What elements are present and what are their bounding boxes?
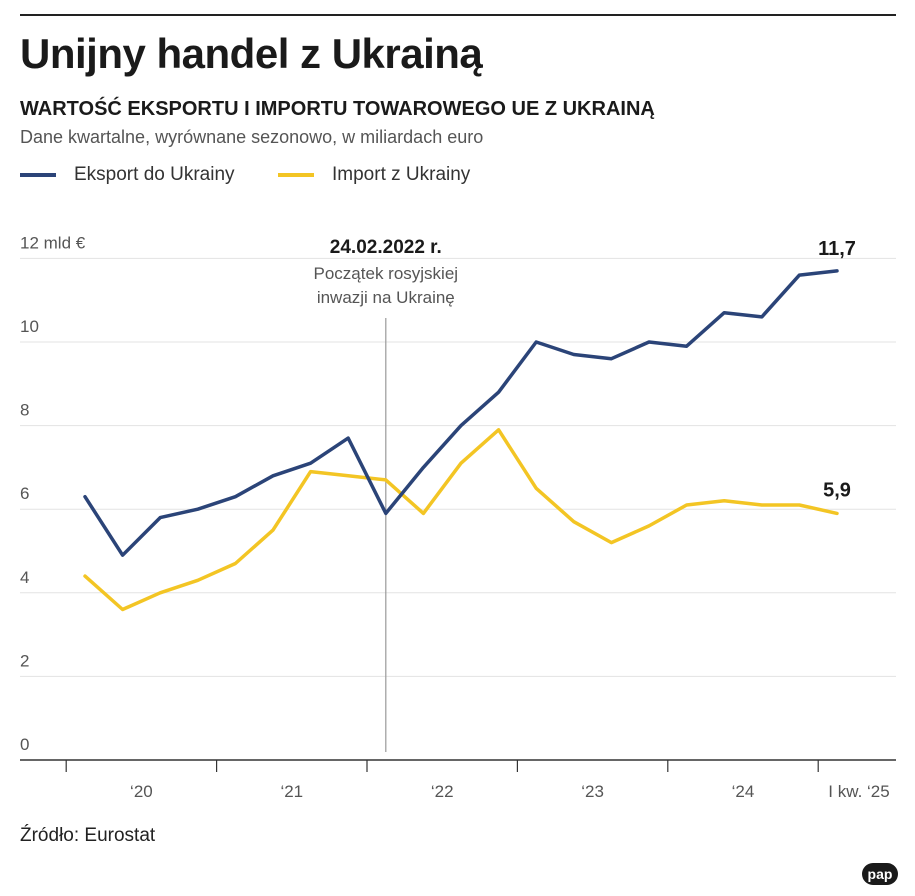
legend-item-export: Eksport do Ukrainy [20,164,235,186]
legend-label-import: Import z Ukrainy [332,164,471,185]
annotation-text-line2: inwazji na Ukrainę [317,288,455,307]
x-tick-label: ‘22 [431,782,454,801]
y-tick-label: 10 [20,317,39,336]
top-rule [20,14,896,16]
legend-swatch-export [20,173,56,177]
line-chart: 12 mld € 10 8 6 4 2 0 ‘20 ‘21 ‘22 ‘23 ‘24 I kw. ‘25 2… [20,233,896,801]
legend-item-import: Import z Ukrainy [278,164,470,186]
y-tick-label: 0 [20,735,29,754]
series-line-import [83,428,839,612]
x-tick-label: ‘23 [581,782,604,801]
y-tick-label: 4 [20,568,29,587]
source-note: Źródło: Eurostat [20,825,156,846]
pap-logo: pap [862,863,898,885]
chart-subtitle: WARTOŚĆ EKSPORTU I IMPORTU TOWAROWEGO UE… [20,98,655,120]
chart-title: Unijny handel z Ukrainą [20,30,483,77]
y-tick-label: 2 [20,651,29,670]
y-tick-label: 8 [20,401,29,420]
annotation-date: 24.02.2022 r. [330,237,442,258]
legend-swatch-import [278,173,314,177]
x-tick-label: ‘24 [732,782,755,801]
annotation-text-line1: Początek rosyjskiej [314,264,459,283]
data-label-export-last: 11,7 [818,238,856,260]
data-label-import-last: 5,9 [823,479,851,501]
x-tick-label: ‘21 [280,782,303,801]
x-tick-label: ‘20 [130,782,153,801]
series-line-export [83,269,839,557]
y-tick-label: 6 [20,484,29,503]
y-tick-label: 12 mld € [20,233,86,252]
legend-label-export: Eksport do Ukrainy [74,164,235,185]
x-tick-label: I kw. ‘25 [828,782,889,801]
chart-note: Dane kwartalne, wyrównane sezonowo, w mi… [20,127,484,147]
